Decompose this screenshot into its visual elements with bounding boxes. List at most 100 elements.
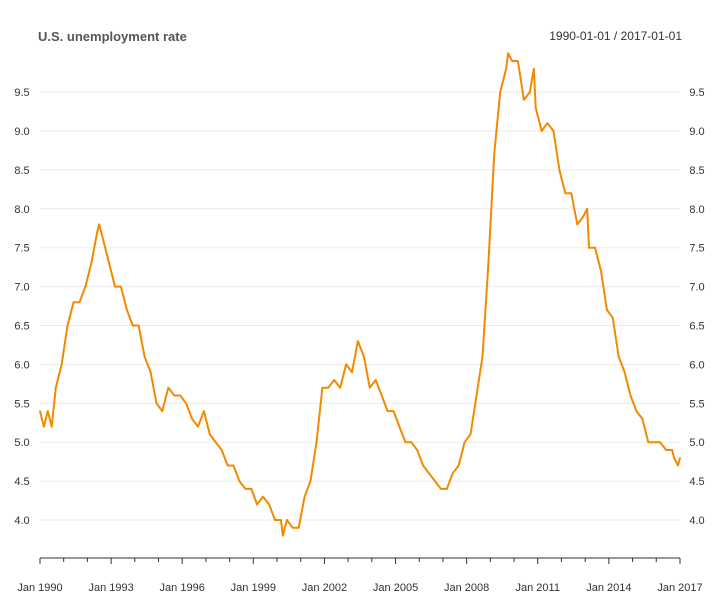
data-point bbox=[446, 488, 448, 490]
data-point bbox=[594, 246, 596, 249]
data-point bbox=[434, 480, 436, 482]
y-tick-label-right: 8.0 bbox=[689, 204, 704, 216]
data-point bbox=[226, 464, 229, 467]
data-point bbox=[132, 324, 134, 327]
data-point bbox=[487, 262, 490, 265]
data-point bbox=[475, 394, 478, 397]
y-axis-left: 4.0 4.5 5.0 5.5 6.0 6.5 7.0 7.5 8.0 8.5 9.0 9.5 bbox=[14, 87, 29, 527]
data-point bbox=[120, 285, 122, 288]
y-tick-label-right: 4.0 bbox=[689, 515, 704, 527]
data-point bbox=[297, 527, 300, 529]
data-point bbox=[677, 464, 679, 467]
data-point bbox=[268, 503, 270, 506]
data-point bbox=[155, 402, 158, 405]
data-point bbox=[39, 410, 41, 412]
x-tick-label: Jan 1996 bbox=[160, 582, 205, 594]
data-point bbox=[98, 223, 100, 226]
data-point bbox=[533, 68, 535, 70]
data-point bbox=[303, 495, 306, 498]
data-point bbox=[286, 519, 288, 521]
data-point bbox=[647, 441, 650, 444]
y-tick-label-left: 5.0 bbox=[14, 437, 29, 449]
data-point bbox=[126, 309, 128, 311]
data-point bbox=[185, 402, 187, 405]
data-point bbox=[90, 262, 93, 265]
data-point bbox=[149, 371, 152, 374]
data-point bbox=[499, 91, 502, 93]
data-point bbox=[220, 449, 223, 451]
data-point bbox=[47, 410, 49, 412]
data-point bbox=[191, 418, 193, 420]
data-point bbox=[232, 464, 235, 467]
data-point bbox=[586, 208, 588, 210]
data-point bbox=[416, 449, 419, 451]
y-tick-label-left: 6.0 bbox=[14, 359, 29, 371]
data-point bbox=[552, 130, 555, 132]
data-point bbox=[398, 425, 401, 428]
data-point bbox=[274, 519, 276, 521]
data-point bbox=[540, 130, 543, 132]
data-point bbox=[428, 472, 430, 475]
x-tick-label: Jan 2008 bbox=[444, 582, 489, 594]
data-point bbox=[600, 270, 602, 272]
y-tick-label-right: 8.5 bbox=[689, 165, 704, 177]
x-tick-label: Jan 1990 bbox=[17, 582, 62, 594]
data-point bbox=[238, 480, 241, 482]
data-point bbox=[55, 386, 57, 389]
y-tick-label-left: 4.0 bbox=[14, 515, 29, 527]
data-point bbox=[315, 441, 318, 444]
data-point bbox=[345, 363, 347, 366]
data-point bbox=[108, 262, 110, 265]
data-point bbox=[60, 363, 63, 366]
data-point bbox=[529, 91, 531, 93]
data-point bbox=[671, 449, 673, 451]
data-point bbox=[558, 169, 561, 171]
data-point bbox=[84, 285, 87, 288]
y-tick-label-right: 7.0 bbox=[689, 282, 704, 294]
date-range-label: 1990-01-01 / 2017-01-01 bbox=[549, 29, 682, 43]
y-tick-label-right: 6.5 bbox=[689, 321, 704, 333]
data-point bbox=[611, 316, 614, 319]
data-point bbox=[386, 410, 389, 412]
data-point bbox=[380, 394, 383, 397]
data-point bbox=[507, 52, 509, 54]
data-point bbox=[43, 425, 45, 428]
y-axis-right: 4.0 4.5 5.0 5.5 6.0 6.5 7.0 7.5 8.0 8.5 9.0 9.5 bbox=[689, 87, 704, 527]
y-tick-label-right: 5.5 bbox=[689, 398, 704, 410]
data-point bbox=[357, 340, 359, 342]
data-point bbox=[50, 425, 53, 428]
data-point bbox=[457, 464, 460, 467]
data-point bbox=[161, 410, 164, 412]
data-point bbox=[321, 386, 324, 389]
data-point bbox=[351, 371, 353, 374]
data-point bbox=[481, 355, 484, 358]
y-tick-label-left: 7.0 bbox=[14, 282, 29, 294]
x-tick-label: Jan 2011 bbox=[516, 582, 560, 594]
data-point bbox=[339, 386, 342, 389]
x-tick-label: Jan 1999 bbox=[231, 582, 276, 594]
chart-title: U.S. unemployment rate bbox=[38, 29, 187, 44]
data-point bbox=[280, 519, 282, 521]
y-tick-label-right: 7.5 bbox=[689, 243, 704, 255]
data-point bbox=[641, 418, 644, 420]
data-point bbox=[606, 309, 608, 311]
y-tick-label-right: 4.5 bbox=[689, 476, 704, 488]
x-tick-label: Jan 2002 bbox=[302, 582, 347, 594]
data-point bbox=[665, 449, 667, 451]
data-point bbox=[96, 231, 98, 233]
data-point bbox=[262, 495, 264, 498]
y-tick-label-right: 5.0 bbox=[689, 437, 704, 449]
data-point bbox=[327, 386, 330, 389]
data-point bbox=[469, 433, 472, 436]
data-point bbox=[292, 527, 294, 529]
x-axis: Jan 1990 Jan 1993 Jan 1996 Jan 1999 Jan 2002… bbox=[17, 557, 703, 594]
data-point bbox=[570, 192, 573, 194]
data-point bbox=[392, 410, 395, 412]
series-line bbox=[39, 52, 681, 537]
y-tick-label-right: 9.0 bbox=[689, 126, 704, 138]
y-tick-label-left: 9.5 bbox=[14, 87, 29, 99]
data-point bbox=[659, 441, 661, 444]
y-tick-label-left: 4.5 bbox=[14, 476, 29, 488]
y-tick-label-right: 9.5 bbox=[689, 87, 704, 99]
data-point bbox=[451, 472, 454, 475]
